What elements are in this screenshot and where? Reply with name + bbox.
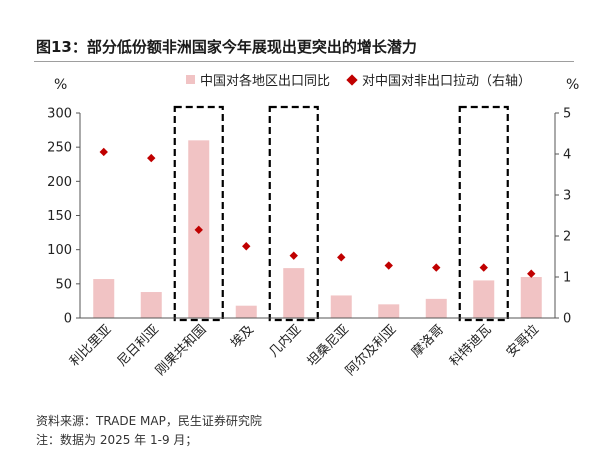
legend-bar-label: 中国对各地区出口同比 [200,74,331,89]
right-tick-label-0: 0 [563,312,571,327]
left-axis-unit: % [54,77,68,93]
marker-0 [99,147,108,157]
bar-8 [473,280,495,318]
right-tick-label-3: 3 [563,189,571,204]
title-divider [34,61,574,62]
right-tick-label-2: 2 [563,230,571,245]
category-label-1: 尼日利亚 [115,322,162,369]
category-label-9: 安哥拉 [504,322,542,360]
marker-6 [384,261,393,270]
bar-3 [235,305,257,318]
chart-title: 图13：部分低份额非洲国家今年展现出更突出的增长潜力 [36,38,417,56]
marker-1 [147,153,156,163]
bar-7 [425,298,447,318]
left-tick-label-3: 150 [47,209,72,224]
marker-4 [289,251,298,260]
highlight-box-2 [458,105,509,322]
marker-8 [479,263,488,272]
bar-5 [330,295,352,318]
bar-6 [378,304,400,318]
category-label-2: 刚果共和国 [153,322,210,379]
category-label-0: 利比里亚 [67,322,114,369]
marker-5 [337,253,346,262]
highlight-box-1 [268,105,319,322]
bar-4 [283,268,305,318]
category-label-6: 阿尔及利亚 [343,322,400,379]
legend-bar-swatch [186,75,195,84]
marker-9 [527,269,536,278]
bar-9 [520,277,542,318]
category-label-7: 摩洛哥 [408,322,447,361]
marker-7 [432,263,441,272]
legend: 中国对各地区出口同比 对中国对非出口拉动（右轴） [186,70,531,89]
highlight-box-0 [173,105,224,322]
data-note: 注：数据为 2025 年 1-9 月； [36,433,198,447]
left-tick-label-0: 0 [64,312,72,327]
right-tick-label-4: 4 [563,148,571,163]
marker-3 [242,242,251,251]
category-label-8: 科特迪瓦 [447,322,494,369]
right-axis-unit: % [566,77,580,93]
left-tick-label-5: 250 [47,141,72,156]
left-tick-label-1: 50 [55,277,72,292]
left-tick-label-4: 200 [47,175,72,190]
right-tick-label-5: 5 [563,107,571,122]
bar-1 [140,292,162,318]
left-tick-label-2: 100 [47,243,72,258]
legend-marker-label: 对中国对非出口拉动（右轴） [362,74,532,89]
category-label-3: 埃及 [228,322,257,351]
category-label-5: 坦桑尼亚 [305,322,352,369]
left-tick-label-6: 300 [47,107,72,122]
marker-2 [194,225,203,235]
category-label-4: 几内亚 [266,322,305,361]
source-note: 资料来源：TRADE MAP，民生证券研究院 [36,414,262,428]
right-tick-label-1: 1 [563,271,571,286]
bar-0 [93,279,115,318]
